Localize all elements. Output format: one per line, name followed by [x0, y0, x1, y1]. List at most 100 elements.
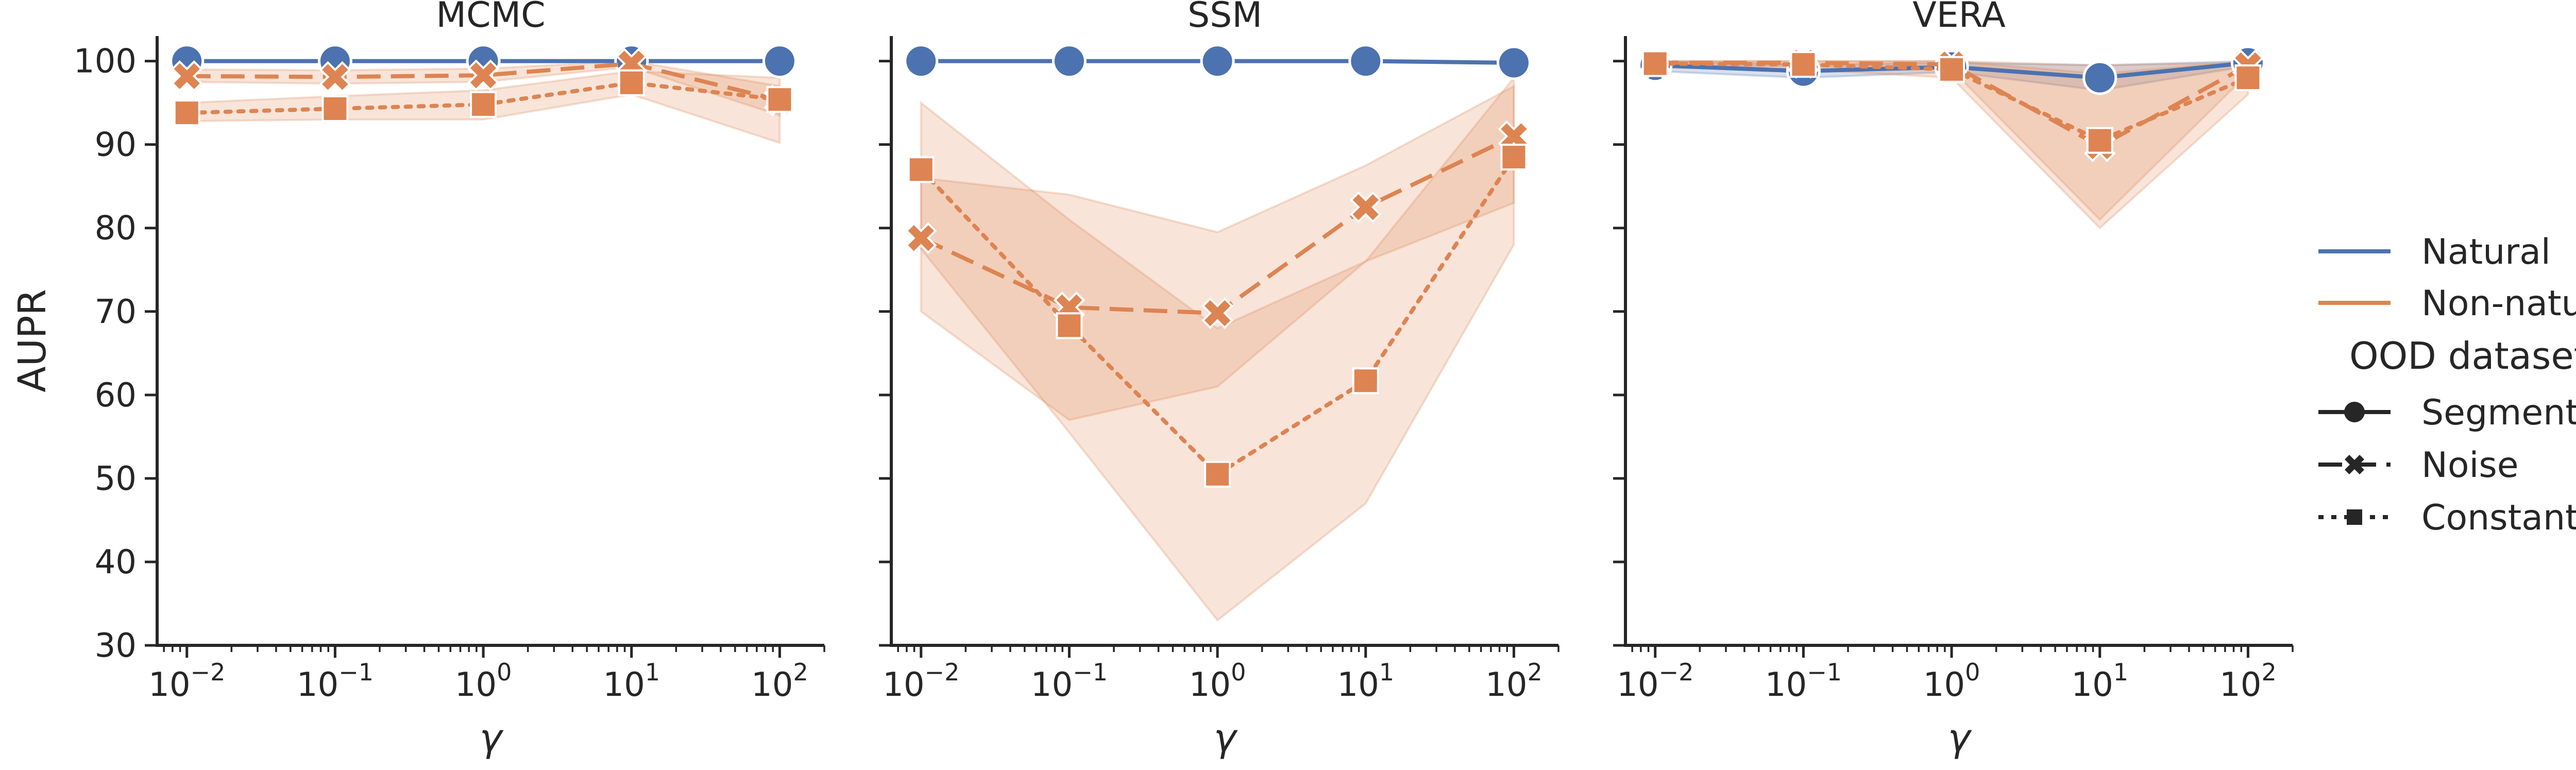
legend-style-label: Noise	[2421, 445, 2519, 486]
point-constant	[1056, 312, 1083, 339]
y-tick-label: 50	[95, 460, 137, 498]
point-noise	[319, 61, 351, 93]
legend-label: Non-natural	[2421, 283, 2576, 324]
x-tick-exponent: 0	[1231, 658, 1246, 686]
series-line-noise	[187, 61, 781, 102]
x-tick-label: 101	[603, 658, 660, 704]
x-tick-base: 10	[1031, 666, 1073, 704]
legend-label: Natural	[2421, 232, 2551, 272]
point-constant	[1641, 50, 1669, 77]
panel-title: VERA	[1912, 0, 2006, 36]
x-tick-label: 102	[751, 658, 808, 704]
x-tick-label: 101	[2071, 658, 2128, 704]
point-constant	[1938, 56, 1965, 83]
x-tick-exponent: −2	[1659, 658, 1694, 686]
point-noise	[1201, 297, 1233, 329]
legend-title: OOD dataset	[2349, 334, 2576, 378]
point-constant	[321, 95, 349, 122]
point-segment-ood	[1052, 44, 1087, 79]
y-tick-label: 100	[74, 43, 137, 81]
x-tick-label: 101	[1337, 658, 1394, 704]
x-tick-base: 10	[148, 666, 190, 704]
x-tick-exponent: 2	[2261, 658, 2276, 686]
x-tick-exponent: −2	[191, 658, 226, 686]
point-noise	[171, 60, 203, 92]
point-noise	[467, 59, 499, 91]
x-tick-exponent: 0	[497, 658, 512, 686]
x-tick-label: 10−2	[148, 658, 225, 704]
point-constant	[1500, 143, 1528, 170]
legend-circle-marker	[2344, 402, 2365, 422]
point-segment-ood	[762, 44, 797, 79]
y-tick-label: 60	[95, 377, 137, 415]
x-tick-base: 10	[297, 666, 338, 704]
x-tick-base: 10	[2219, 666, 2261, 704]
x-axis-label: γ	[1948, 716, 1973, 760]
x-tick-base: 10	[1189, 666, 1231, 704]
x-tick-exponent: 0	[1965, 658, 1980, 686]
point-constant	[173, 99, 200, 127]
point-constant	[470, 91, 497, 118]
point-segment-ood	[1348, 44, 1383, 79]
point-segment-ood	[1200, 44, 1235, 79]
x-tick-label: 100	[455, 658, 512, 704]
panel-title: SSM	[1188, 0, 1262, 36]
point-segment-ood	[904, 44, 939, 79]
legend-square-marker	[2347, 509, 2362, 525]
x-tick-label: 10−1	[1765, 658, 1842, 704]
point-constant	[1790, 51, 1817, 78]
x-axis-label: γ	[1214, 716, 1239, 760]
x-tick-label: 102	[1485, 658, 1543, 704]
y-tick-label: 30	[95, 627, 137, 665]
x-tick-label: 10−1	[1031, 658, 1108, 704]
x-tick-exponent: −2	[925, 658, 960, 686]
point-noise	[1498, 120, 1530, 152]
x-tick-base: 10	[751, 666, 793, 704]
point-noise	[1349, 191, 1382, 224]
point-constant	[1352, 367, 1379, 395]
y-tick-label: 90	[95, 126, 137, 164]
x-tick-base: 10	[1485, 666, 1527, 704]
legend-style-label: Segment OOD	[2421, 392, 2576, 433]
y-tick-label: 40	[95, 543, 137, 581]
ci-band-constant	[920, 75, 1515, 622]
x-tick-label: 10−2	[883, 658, 959, 704]
x-tick-exponent: 2	[1527, 658, 1542, 686]
x-tick-label: 102	[2219, 658, 2277, 704]
x-tick-exponent: 1	[645, 658, 660, 686]
y-tick-label: 80	[95, 210, 137, 248]
x-tick-base: 10	[2071, 666, 2113, 704]
x-tick-label: 10−2	[1617, 658, 1693, 704]
point-segment-ood	[1496, 45, 1531, 80]
x-tick-exponent: −1	[1073, 658, 1108, 686]
legend: Natural Non-natural OOD dataset Segment OOD…	[2318, 232, 2576, 538]
x-tick-base: 10	[1765, 666, 1807, 704]
x-axis-label: γ	[480, 716, 504, 760]
x-tick-base: 10	[455, 666, 497, 704]
x-tick-exponent: −1	[338, 658, 374, 686]
point-constant	[766, 86, 793, 113]
x-tick-exponent: 1	[1379, 658, 1394, 686]
x-tick-exponent: 1	[2113, 658, 2128, 686]
panel-title: MCMC	[436, 0, 545, 36]
point-segment-ood	[2082, 60, 2117, 95]
x-tick-base: 10	[603, 666, 645, 704]
x-tick-exponent: −1	[1807, 658, 1842, 686]
legend-x-marker	[2345, 455, 2364, 474]
legend-style-label: Constant	[2421, 498, 2576, 538]
point-constant	[1204, 460, 1231, 488]
ci-band-constant	[1654, 60, 2249, 230]
point-constant	[2086, 127, 2113, 154]
x-tick-base: 10	[1923, 666, 1965, 704]
x-tick-label: 10−1	[297, 658, 374, 704]
x-tick-base: 10	[883, 666, 924, 704]
point-constant	[907, 156, 935, 183]
point-noise	[905, 222, 937, 254]
y-tick-label: 70	[95, 293, 137, 331]
x-tick-exponent: 2	[793, 658, 808, 686]
